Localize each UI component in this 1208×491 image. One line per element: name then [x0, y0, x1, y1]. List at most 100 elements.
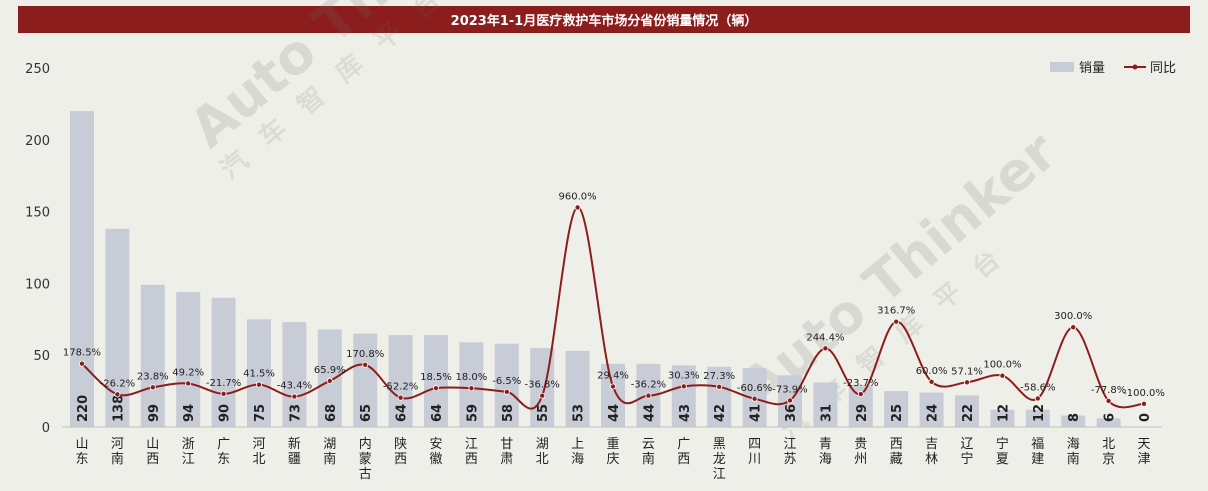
x-category-label: 黑龙江: [713, 437, 726, 482]
bar-value-label: 6: [1103, 413, 1118, 422]
bar: [140, 284, 165, 427]
bar-value-label: 68: [324, 404, 339, 422]
yoy-point: [680, 383, 687, 390]
bar: [105, 228, 130, 427]
bar: [70, 111, 94, 427]
yoy-label: 244.4%: [806, 332, 844, 343]
bar: [671, 365, 696, 427]
yoy-point: [362, 361, 369, 368]
y-tick-label: 200: [25, 134, 50, 149]
bar: [211, 297, 236, 427]
yoy-point: [964, 379, 971, 386]
yoy-label: -36.8%: [525, 380, 560, 391]
bar-value-label: 53: [572, 404, 587, 422]
legend-bar-label: 销量: [1079, 61, 1105, 76]
bar-value-label: 24: [926, 404, 941, 422]
yoy-point: [857, 391, 864, 398]
yoy-point: [1141, 400, 1148, 407]
x-category-label: 河北: [252, 437, 265, 467]
yoy-point: [574, 204, 581, 211]
x-category-label: 四川: [748, 437, 761, 467]
bar: [601, 363, 625, 427]
y-tick-label: 0: [42, 421, 50, 436]
yoy-label: 23.8%: [137, 371, 169, 382]
y-axis: 0 50 100 150 200 250: [25, 62, 50, 436]
yoy-label: -52.2%: [383, 382, 418, 393]
yoy-label: 100.0%: [983, 360, 1021, 371]
yoy-label: -77.8%: [1091, 385, 1126, 396]
bar-value-label: 12: [996, 404, 1011, 422]
legend-line-label: 同比: [1150, 61, 1176, 76]
x-category-label: 新疆: [288, 436, 301, 467]
yoy-point: [114, 391, 121, 398]
x-category-label: 山东: [75, 437, 88, 467]
yoy-point: [751, 395, 758, 402]
x-category-label: 湖南: [323, 437, 336, 467]
bar-value-label: 64: [430, 404, 445, 422]
yoy-label: 60.0%: [916, 366, 948, 377]
yoy-label: 49.2%: [172, 367, 204, 378]
yoy-point: [326, 377, 333, 384]
bar-value-label: 42: [713, 404, 728, 422]
yoy-point: [999, 372, 1006, 379]
bar-value-label: 44: [642, 404, 657, 422]
yoy-label: -36.2%: [631, 380, 666, 391]
bar: [494, 343, 519, 427]
x-category-label: 福建: [1031, 437, 1044, 467]
x-category-label: 广东: [217, 437, 230, 467]
bar: [1061, 415, 1086, 427]
bar-value-label: 36: [784, 404, 799, 422]
x-category-label: 广西: [677, 437, 690, 467]
y-tick-label: 150: [25, 206, 50, 221]
bar: [813, 382, 838, 427]
yoy-point: [822, 345, 829, 352]
x-category-label: 陕西: [394, 437, 407, 467]
x-category-label: 浙江: [182, 437, 195, 467]
yoy-label: 300.0%: [1054, 311, 1092, 322]
yoy-point: [468, 385, 475, 392]
yoy-label: 170.8%: [346, 349, 384, 360]
bar: [1096, 418, 1121, 427]
yoy-label: 65.9%: [314, 365, 346, 376]
yoy-point: [1070, 324, 1077, 331]
x-category-label: 上海: [571, 437, 584, 467]
bar-value-label: 65: [359, 404, 374, 422]
bar-value-label: 75: [253, 404, 268, 422]
y-tick-label: 50: [33, 349, 50, 364]
yoy-point: [185, 380, 192, 387]
yoy-labels: 178.5%-26.2%23.8% 49.2%-21.7%41.5%-43.4%6…: [63, 191, 1165, 398]
yoy-point: [645, 392, 652, 399]
yoy-label: 18.5%: [420, 372, 452, 383]
bar-value-label: 220: [76, 395, 91, 422]
bar: [388, 335, 413, 427]
yoy-point: [291, 393, 298, 400]
yoy-point: [149, 384, 156, 391]
yoy-label: 29.4%: [597, 371, 629, 382]
x-category-label: 吉林: [925, 437, 938, 467]
bar: [955, 395, 979, 427]
legend: 销量 同比: [1050, 61, 1176, 76]
yoy-label: 30.3%: [668, 370, 700, 381]
x-category-label: 西藏: [890, 437, 903, 467]
yoy-label: -21.7%: [206, 378, 241, 389]
yoy-point: [787, 397, 794, 404]
bar-value-label: 99: [147, 404, 162, 422]
x-category-label: 河南: [111, 437, 124, 467]
yoy-point: [928, 378, 935, 385]
bar-value-label: 90: [218, 404, 233, 422]
bar-value-label: 94: [182, 404, 197, 422]
bar: [884, 391, 909, 427]
bar: [707, 366, 732, 427]
yoy-label: -58.6%: [1020, 383, 1055, 394]
watermark-text-2: Auto Thinker: [728, 120, 1069, 420]
bar-value-label: 55: [536, 404, 551, 422]
bar-value-labels: 220 138 99 94 90 75 73 68 65 64 64 59 58 55 53 44 44 43 42…: [76, 395, 1153, 422]
x-category-label: 北京: [1102, 437, 1115, 467]
bar: [282, 322, 307, 427]
bar-value-label: 31: [819, 404, 834, 422]
yoy-label: -26.2%: [100, 378, 135, 389]
x-category-label: 江西: [465, 437, 478, 467]
bar: [247, 319, 271, 427]
bar: [1025, 409, 1050, 427]
